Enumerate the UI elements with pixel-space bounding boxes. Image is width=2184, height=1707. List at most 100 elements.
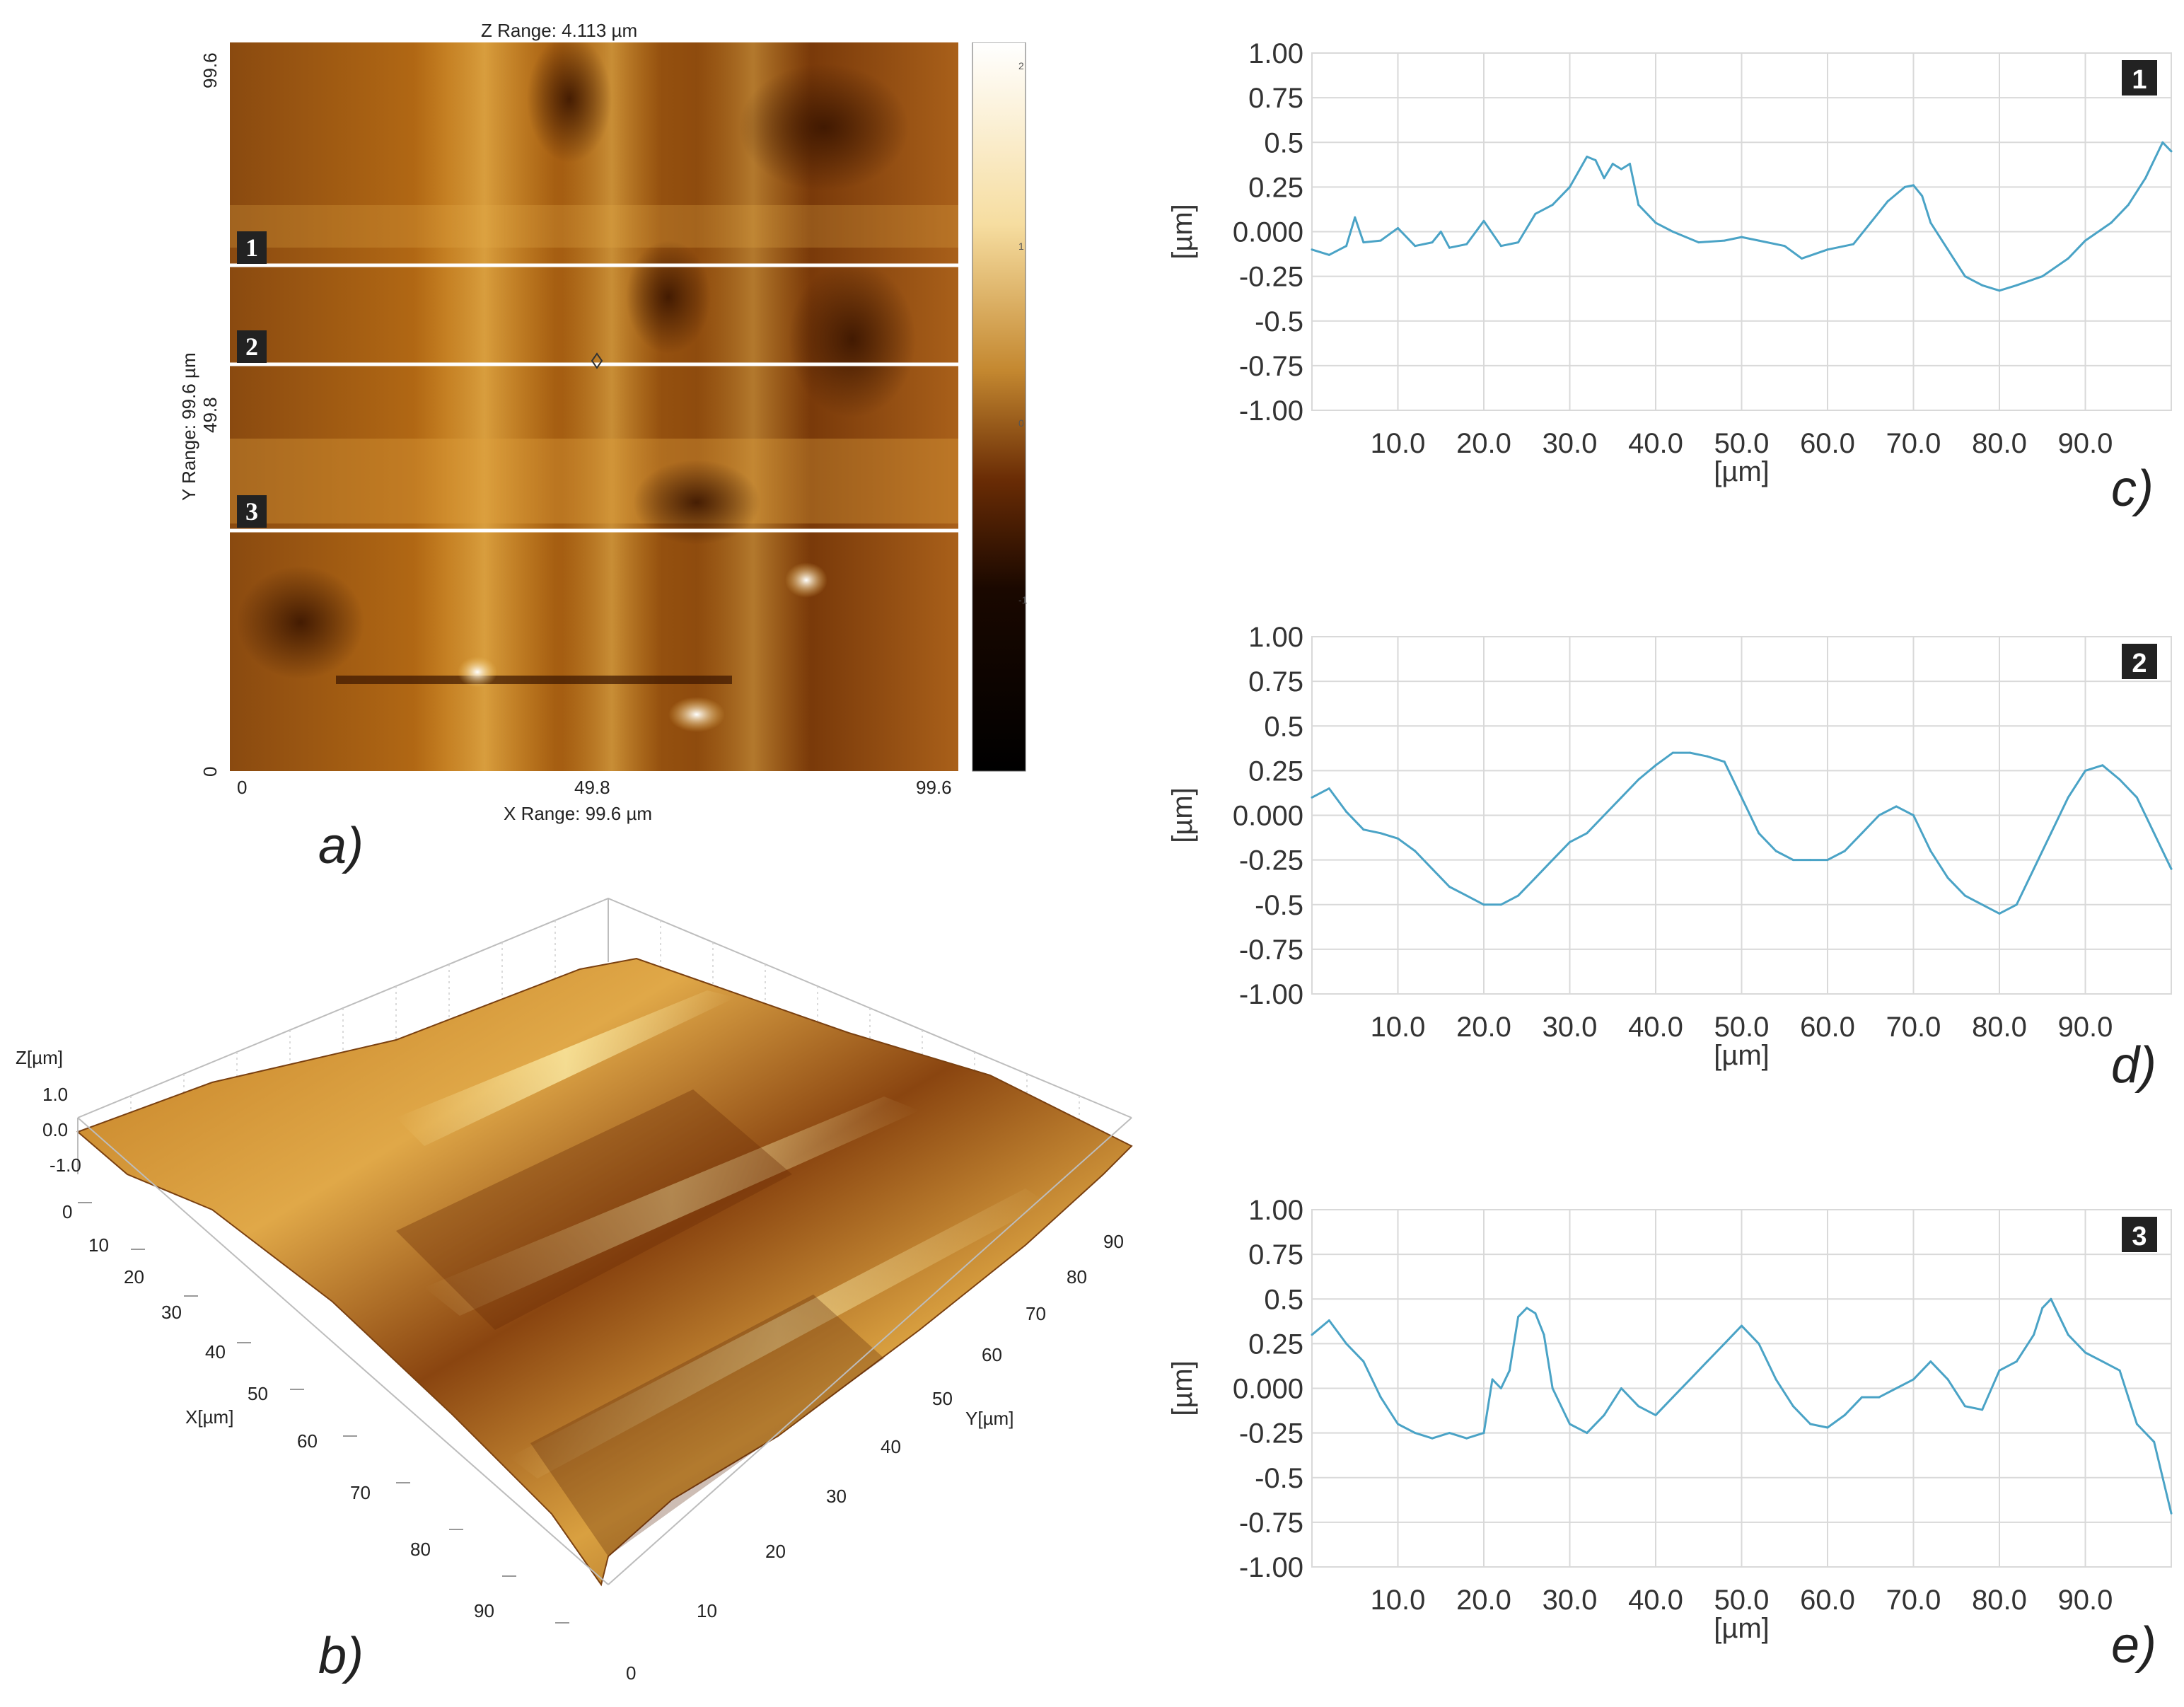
y-tick: 99.6 [199,52,221,88]
profile-data-point [1929,850,1932,852]
y3d-tick: 10 [697,1600,717,1621]
x-tick-label: 70.0 [1886,428,1941,459]
profile-chart-d: 1.00 0.75 0.5 0.25 0.000 -0.25 -0.5 -0.75 -1.00 1… [1167,622,2173,1071]
x-tick-label: 60.0 [1800,428,1855,459]
y-tick-label: -0.25 [1239,845,1303,876]
profile-data-point [1586,832,1588,835]
x3d-tick: 10 [88,1234,109,1256]
profile-data-point [1508,1369,1511,1372]
x-tick-label: 60.0 [1800,1012,1855,1043]
profile-data-point [2050,832,2052,835]
profile-data-point [1465,894,1468,897]
profile-data-point [1491,1378,1494,1381]
profile-data-point [1354,216,1357,219]
x-tick-label: 70.0 [1886,1012,1941,1043]
profile-data-point [2153,1440,2156,1443]
x-tick: 49.8 [574,777,610,798]
y3d-tick: 30 [826,1486,847,1507]
x-tick-label: 80.0 [1972,1585,2027,1616]
profile-data-point [1946,876,1949,879]
x-tick-label: 30.0 [1543,1012,1598,1043]
y3d-tick: 70 [1026,1303,1046,1324]
profiles-svg: 1.00 0.75 0.5 0.25 0.000 -0.25 -0.5 -0.75 -1.00 1… [1167,38,2173,1644]
profile-data-point [1551,204,1554,207]
profile-data-point [1723,760,1726,763]
x-tick-label: 40.0 [1628,1585,1683,1616]
profile-series-line [1311,1297,2173,1514]
y3d-tick: 90 [1103,1231,1124,1252]
x3d-tick: 80 [410,1539,431,1560]
profile-data-point [1482,903,1485,906]
profile-data-point [1774,850,1777,852]
x3d-tick: 60 [297,1430,318,1452]
profile-data-point [2041,275,2044,278]
x-tick: 99.6 [916,777,952,798]
y-tick-label: 1.00 [1248,1195,1303,1226]
profile-data-point [2015,903,2018,906]
panel-label-d: d) [2111,1037,2157,1094]
profile-data-point [1311,1333,1313,1336]
x-tick-label: 40.0 [1628,428,1683,459]
x-tick-label: 50.0 [1714,428,1770,459]
profile-data-point [1929,1360,1932,1363]
profile-chart-c: 1.00 0.75 0.5 0.25 0.000 -0.25 -0.5 -0.75 -1.00 1… [1167,38,2173,487]
x-tick: 0 [237,777,248,798]
x-tick-label: 80.0 [1972,1012,2027,1043]
x3d-tick: 30 [161,1302,182,1323]
profile-data-point [1603,1413,1605,1416]
profile-data-point [1963,275,1966,278]
profile-data-point [1586,1432,1588,1435]
profile-data-point [1345,245,1348,248]
profile-badge-number: 1 [2132,65,2147,95]
profile-badge [2122,1217,2157,1252]
profile-data-point [1499,245,1502,248]
x3d-tick: 20 [124,1266,144,1288]
profile-data-point [1637,778,1640,781]
profile-data-point [2161,141,2164,144]
bright-particle [458,656,497,688]
profile-data-point [1465,1437,1468,1440]
profile-data-point [1861,832,1864,835]
profile-data-point [1311,796,1313,799]
profile-data-point [1654,221,1657,224]
profile-data-point [2050,1297,2052,1300]
profile-data-point [1362,241,1365,244]
z-tick: 0.0 [42,1119,69,1140]
profile-data-point [1448,886,1451,888]
profile-data-point [2110,221,2113,224]
profile-data-point [1981,1408,1984,1411]
profile-data-point [1843,1413,1846,1416]
profile-data-point [2101,1360,2104,1363]
x-tick-label: 30.0 [1543,1585,1598,1616]
profile-data-point [1611,163,1614,166]
profile-data-point [1774,1378,1777,1381]
plot-frame [1311,1209,2172,1568]
y3d-tick: 0 [626,1662,637,1684]
profile-chart-e: 1.00 0.75 0.5 0.25 0.000 -0.25 -0.5 -0.75 -1.00 1… [1167,1195,2173,1644]
profile-data-point [1998,1369,2001,1372]
profile-data-point [2033,867,2035,870]
y3d-tick: 60 [982,1344,1002,1365]
profile-data-point [1706,1360,1709,1363]
profile-data-point [1998,912,2001,915]
profile-data-point [1826,859,1829,862]
profile-data-point [1603,177,1605,180]
x-tick-label: 30.0 [1543,428,1598,459]
profile-data-point [1345,810,1348,813]
profile-data-point [1826,1426,1829,1429]
profile-data-point [1912,1378,1915,1381]
profile-data-point [2170,1512,2173,1515]
y-tick-label: 0.000 [1233,801,1303,832]
profile-data-point [1431,241,1434,244]
profile-data-point [2041,1307,2044,1309]
profile-data-point [2127,204,2130,207]
z-tick: -1.0 [50,1155,81,1176]
profile-data-point [1603,814,1605,816]
profile-badge [2122,60,2157,96]
colorbar-tick: -1 [1018,594,1028,606]
x-tick-label: 80.0 [1972,428,2027,459]
profile-data-point [1895,1387,1898,1389]
profile-data-point [1414,1432,1417,1435]
profile-data-point [2067,257,2069,260]
profile-data-point [1551,859,1554,862]
